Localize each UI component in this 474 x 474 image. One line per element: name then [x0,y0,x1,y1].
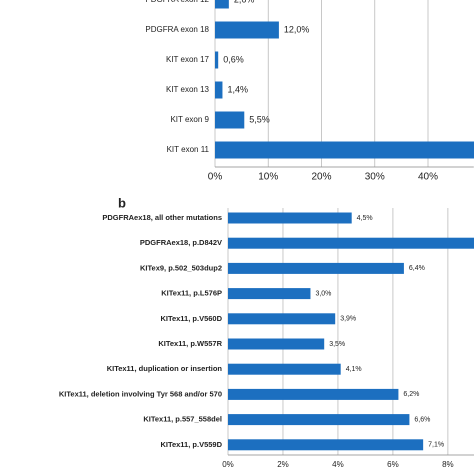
bar [215,81,223,99]
bar [228,439,424,451]
bar [228,313,336,325]
value-label: 6,6% [414,416,430,423]
value-label: 12,0% [284,24,310,34]
value-label: 6,4% [409,265,425,272]
bar [228,237,474,249]
bar [215,21,279,39]
category-label: PDGFRA exon 12 [145,0,209,4]
bar [228,414,410,426]
panel-label: b [118,195,126,210]
category-label: KITex9, p.502_503dup2 [140,263,222,272]
bar [228,288,311,300]
value-label: 6,2% [403,391,419,398]
bar [228,212,352,224]
category-label: KIT exon 9 [170,115,209,124]
category-label: KIT exon 11 [167,145,210,154]
x-tick-label: 2% [277,460,289,469]
category-label: KIT exon 17 [166,55,210,64]
bar [215,0,229,9]
category-label: KITex11, deletion involving Tyr 568 and/… [59,389,222,398]
value-label: 2,6% [234,0,255,4]
category-label: KITex11, p.W557R [158,339,222,348]
x-tick-label: 20% [311,172,331,183]
value-label: 7,1% [428,442,444,449]
category-label: PDGFRA exon 18 [145,25,209,34]
x-tick-label: 30% [365,172,385,183]
bar [215,51,219,69]
x-tick-label: 6% [387,460,399,469]
value-label: 3,0% [315,290,331,297]
value-label: 4,5% [357,215,373,222]
category-label: KITex11, p.V559D [160,440,222,449]
category-label: PDGFRAex18, p.D842V [140,238,222,247]
category-label: KITex11, p.L576P [161,289,222,298]
category-label: KITex11, duplication or insertion [107,364,223,373]
category-label: KITex11, p.557_558del [143,415,222,424]
bar [228,338,325,350]
value-label: 3,9% [340,316,356,323]
x-tick-label: 4% [332,460,344,469]
category-label: PDGFRAex18, all other mutations [102,213,222,222]
category-label: KITex11, p.V560D [160,314,222,323]
value-label: 0,6% [223,54,244,64]
x-tick-label: 10% [258,172,278,183]
bar [215,141,474,159]
bar [228,363,341,375]
x-tick-label: 40% [418,172,438,183]
bar [228,388,399,400]
value-label: 1,4% [227,84,248,94]
x-tick-label: 0% [222,460,234,469]
value-label: 4,1% [346,366,362,373]
value-label: 3,5% [329,341,345,348]
category-label: KIT exon 13 [166,85,210,94]
x-tick-label: 8% [442,460,454,469]
value-label: 5,5% [249,114,270,124]
bar [228,262,404,274]
bar [215,111,245,129]
x-tick-label: 0% [208,172,223,183]
